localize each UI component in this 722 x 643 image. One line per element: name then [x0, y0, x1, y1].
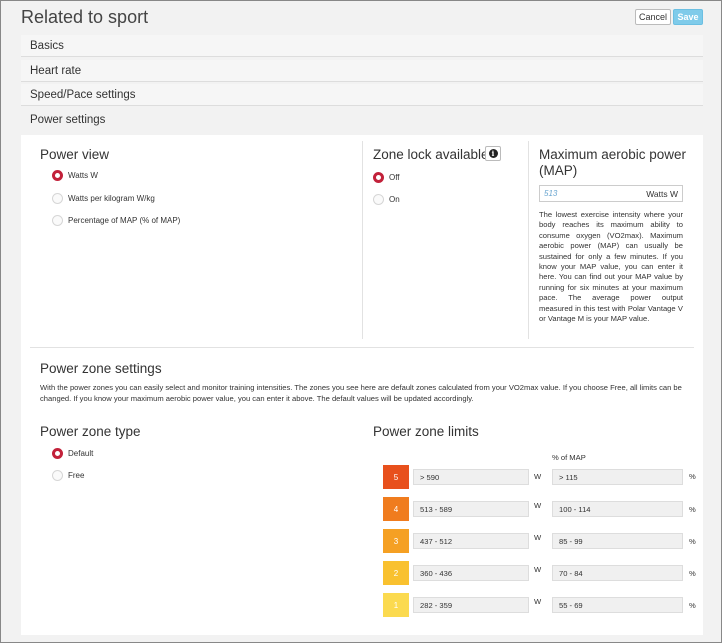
map-unit: Watts W [646, 188, 678, 199]
radio-zone-default-label: Default [68, 449, 94, 458]
divider [362, 141, 363, 339]
map-title-line1: Maximum aerobic power [539, 147, 687, 162]
zone-pct-unit: % [689, 537, 696, 546]
zone-pct-unit: % [689, 505, 696, 514]
map-title-line2: (MAP) [539, 163, 578, 178]
info-icon[interactable]: i [485, 146, 501, 161]
zone-pct-unit: % [689, 601, 696, 610]
zone-pct-unit: % [689, 472, 696, 481]
power-view-title: Power view [40, 147, 110, 162]
zone-settings-description: With the power zones you can easily sele… [40, 383, 682, 403]
power-settings-panel: Power view Watts W Watts per kilogram W/… [21, 135, 703, 635]
zone-watts-unit: W [534, 597, 542, 606]
radio-zone-lock-on-dot[interactable] [373, 194, 384, 205]
zone-watts-field[interactable]: > 590 [413, 469, 529, 485]
radio-watts-dot[interactable] [52, 170, 63, 181]
zone-type-title: Power zone type [40, 424, 141, 439]
zone-limits-title: Power zone limits [373, 424, 479, 439]
radio-watts-label: Watts W [68, 171, 98, 180]
zone-watts-field[interactable]: 513 - 589 [413, 501, 529, 517]
section-basics[interactable]: Basics [21, 35, 703, 57]
cancel-button[interactable]: Cancel [635, 9, 671, 25]
zone-watts-unit: W [534, 533, 542, 542]
radio-watts-per-kg-dot[interactable] [52, 193, 63, 204]
radio-zone-lock-off-label: Off [389, 173, 400, 182]
zone-pct-field[interactable]: 85 - 99 [552, 533, 683, 549]
zone-number-badge: 1 [383, 593, 409, 617]
zone-watts-unit: W [534, 472, 542, 481]
map-value[interactable]: 513 [544, 189, 558, 198]
zone-pct-field[interactable]: 100 - 114 [552, 501, 683, 517]
zone-lock-title: Zone lock available [373, 147, 489, 162]
save-button[interactable]: Save [673, 9, 703, 25]
zone-number-badge: 5 [383, 465, 409, 489]
radio-zone-lock-off[interactable]: Off [373, 172, 400, 183]
zone-pct-field[interactable]: 70 - 84 [552, 565, 683, 581]
radio-zone-lock-off-dot[interactable] [373, 172, 384, 183]
radio-zone-lock-on[interactable]: On [373, 194, 400, 205]
section-heart-rate[interactable]: Heart rate [21, 60, 703, 82]
radio-watts-per-kg[interactable]: Watts per kilogram W/kg [52, 193, 155, 204]
zone-watts-unit: W [534, 565, 542, 574]
zone-number-badge: 2 [383, 561, 409, 585]
zone-number-badge: 3 [383, 529, 409, 553]
pct-of-map-header: % of MAP [552, 453, 586, 462]
zone-pct-field[interactable]: > 115 [552, 469, 683, 485]
page-title: Related to sport [21, 7, 149, 27]
radio-zone-lock-on-label: On [389, 195, 400, 204]
radio-watts[interactable]: Watts W [52, 170, 98, 181]
zone-watts-field[interactable]: 282 - 359 [413, 597, 529, 613]
map-description: The lowest exercise intensity where your… [539, 210, 683, 324]
radio-watts-per-kg-label: Watts per kilogram W/kg [68, 194, 155, 203]
radio-zone-free-dot[interactable] [52, 470, 63, 481]
radio-zone-free-label: Free [68, 471, 85, 480]
zone-watts-field[interactable]: 437 - 512 [413, 533, 529, 549]
map-input[interactable]: 513 Watts W [539, 185, 683, 202]
divider [30, 347, 694, 348]
zone-watts-unit: W [534, 501, 542, 510]
radio-percent-map-label: Percentage of MAP (% of MAP) [68, 216, 181, 225]
zone-pct-unit: % [689, 569, 696, 578]
divider [528, 141, 529, 339]
section-speed-pace[interactable]: Speed/Pace settings [21, 84, 703, 106]
radio-zone-default[interactable]: Default [52, 448, 93, 459]
radio-percent-map-dot[interactable] [52, 215, 63, 226]
radio-percent-map[interactable]: Percentage of MAP (% of MAP) [52, 215, 180, 226]
map-title: Maximum aerobic power (MAP) [539, 147, 686, 179]
zone-pct-field[interactable]: 55 - 69 [552, 597, 683, 613]
zone-watts-field[interactable]: 360 - 436 [413, 565, 529, 581]
radio-zone-free[interactable]: Free [52, 470, 84, 481]
zone-number-badge: 4 [383, 497, 409, 521]
zone-settings-title: Power zone settings [40, 361, 162, 376]
section-power[interactable]: Power settings [21, 109, 703, 131]
radio-zone-default-dot[interactable] [52, 448, 63, 459]
